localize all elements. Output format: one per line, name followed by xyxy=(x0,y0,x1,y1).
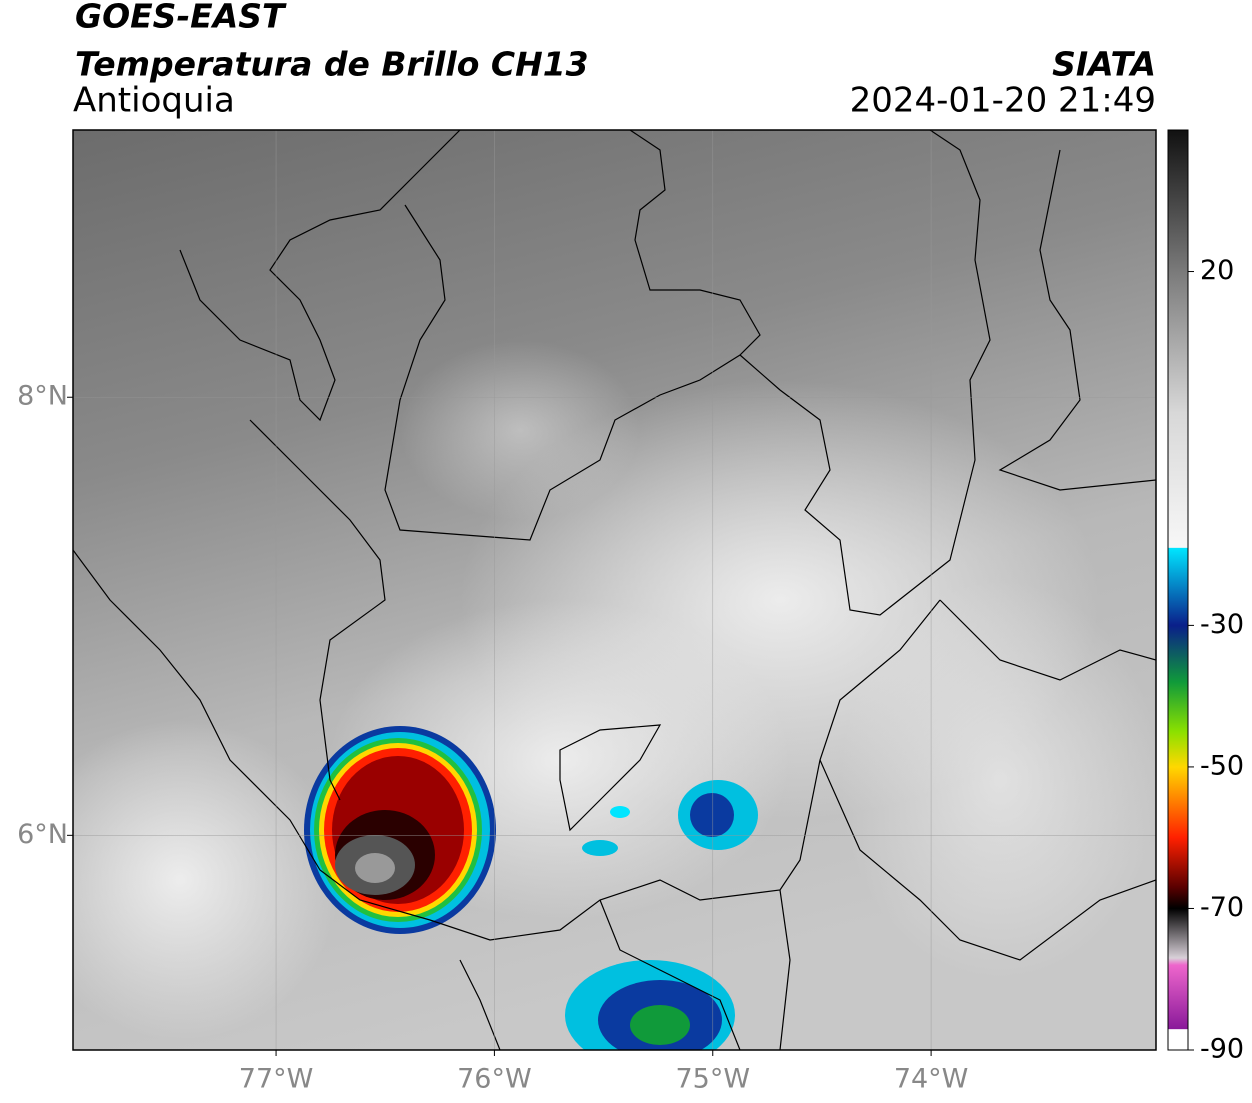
colorbar-tick-label: 20 xyxy=(1200,255,1234,286)
y-tick-label: 8°N xyxy=(17,381,68,412)
x-tick-label: 77°W xyxy=(239,1064,314,1095)
agency: SIATA xyxy=(1052,45,1156,84)
product: Temperatura de Brillo CH13 xyxy=(75,45,589,84)
region: Antioquia xyxy=(73,81,235,121)
imagery xyxy=(73,130,1156,1050)
colorbar-tick-label: -30 xyxy=(1200,609,1244,640)
x-tick-label: 76°W xyxy=(457,1064,532,1095)
datetime: 2024-01-20 21:49 xyxy=(850,81,1156,121)
colorbar-tick-label: -70 xyxy=(1200,892,1244,923)
y-tick-label: 6°N xyxy=(17,819,68,850)
x-tick-label: 75°W xyxy=(675,1064,750,1095)
x-tick-label: 74°W xyxy=(894,1064,969,1095)
satellite: GOES-EAST xyxy=(75,0,287,36)
map-frame xyxy=(72,129,1157,1051)
colorbar xyxy=(1167,129,1189,1051)
colorbar-tick-label: -50 xyxy=(1200,750,1244,781)
colorbar-tick-label: -90 xyxy=(1200,1034,1244,1065)
